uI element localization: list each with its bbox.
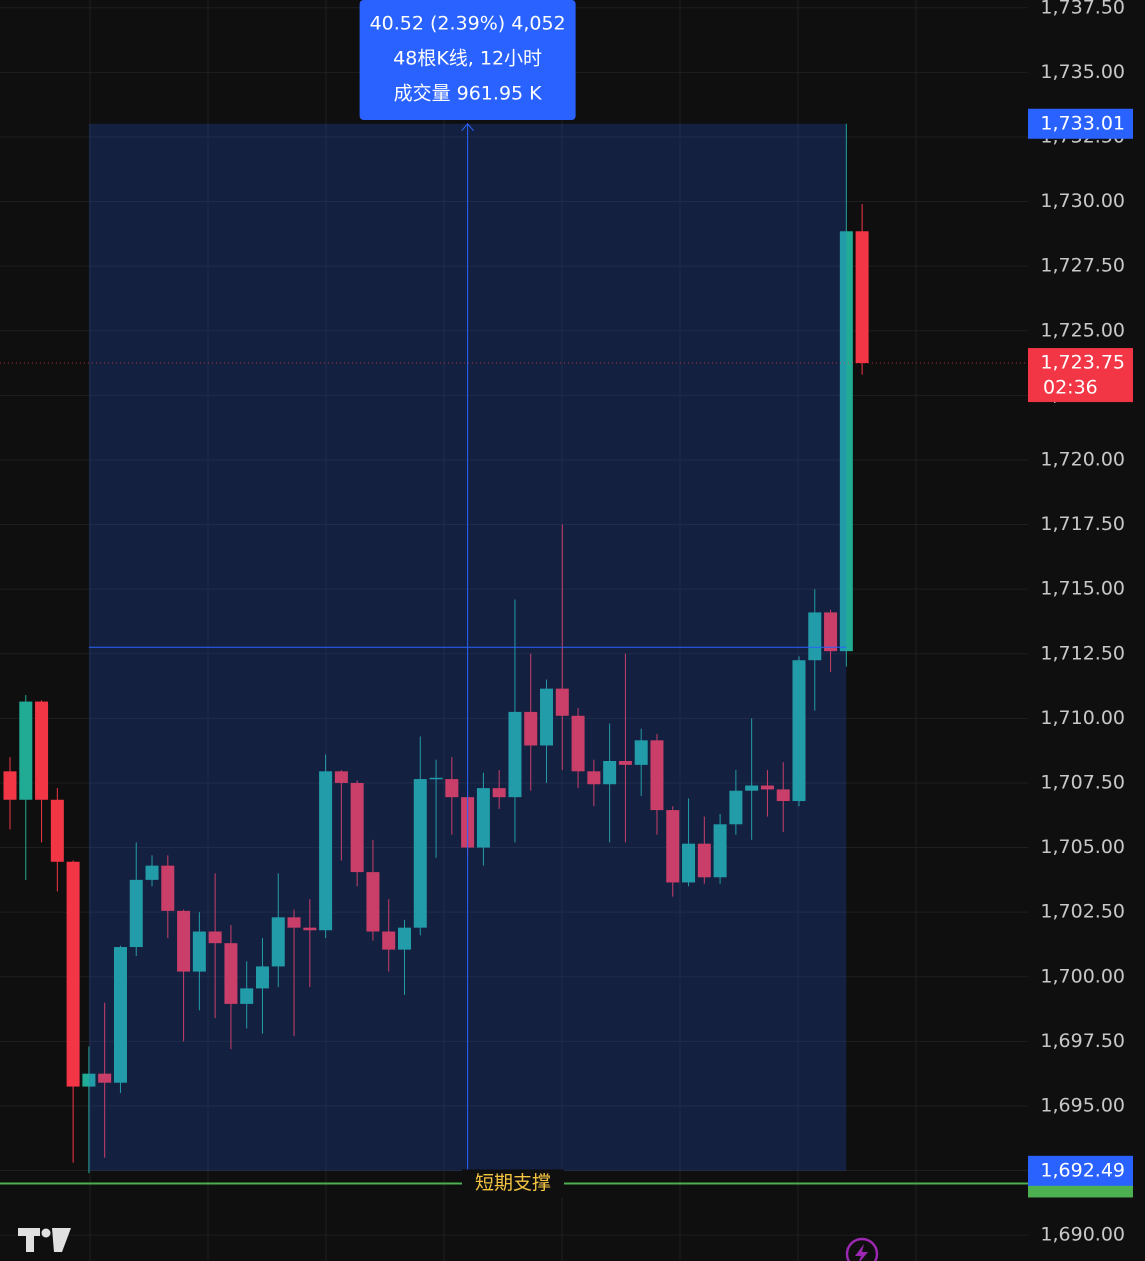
candle-body [192,931,206,972]
candle-body [271,917,285,967]
y-tick-label: 1,700.00 [1040,965,1125,987]
candle-body [476,788,490,848]
candle-body [19,701,33,800]
candle-body [208,931,222,944]
price-axis: 1,690.001,692.501,695.001,697.501,700.00… [1028,0,1145,1261]
candle-body [82,1073,96,1087]
measure-tooltip-line: 40.52 (2.39%) 4,052 [370,13,566,35]
candle-body [35,701,49,800]
measure-high-tag: 1,733.01 [1040,112,1125,134]
candle-body [382,931,396,950]
candle-body [808,612,822,661]
candle-body [682,843,696,883]
y-tick-label: 1,730.00 [1040,190,1125,212]
candle-body [824,612,838,652]
candles [3,123,869,1174]
candle-body [792,660,806,802]
candle-body [319,771,333,931]
candle-body [745,785,759,791]
candle-body [224,943,238,1004]
y-tick-label: 1,727.50 [1040,255,1125,277]
candle-body [177,910,191,972]
candle-body [508,711,522,798]
candle-body [555,688,569,716]
support-label: 短期支撑 [475,1172,551,1194]
candle-body [303,927,317,931]
measure-tooltip-line: 48根K线, 12小时 [393,48,542,70]
y-tick-label: 1,715.00 [1040,578,1125,600]
axis-panel [1028,0,1145,1261]
candle-body [571,715,585,772]
y-tick-label: 1,707.50 [1040,771,1125,793]
last-price-tag-bg [1028,348,1133,403]
candle-body [492,788,506,798]
measure-tooltip-line: 成交量 961.95 K [394,83,543,105]
candle-body [129,879,143,948]
last-price-tag: 1,723.75 [1040,352,1125,374]
candle-body [366,872,380,932]
y-tick-label: 1,695.00 [1040,1094,1125,1116]
y-tick-label: 1,712.50 [1040,642,1125,664]
candle-body [776,789,790,802]
candle-body [713,824,727,878]
y-tick-label: 1,737.50 [1040,0,1125,18]
candle-body [240,988,254,1004]
y-tick-label: 1,725.00 [1040,319,1125,341]
candle-body [524,711,538,746]
y-tick-label: 1,697.50 [1040,1030,1125,1052]
candle-body [113,947,127,1083]
candle-body [287,917,301,928]
y-tick-label: 1,717.50 [1040,513,1125,535]
y-tick-label: 1,735.00 [1040,61,1125,83]
candle-body [350,782,364,873]
candle-body [760,785,774,790]
candle-body [634,740,648,765]
candle-body [398,927,411,950]
candle-body [855,231,869,364]
candle-body [729,790,743,825]
candle-body [587,771,601,785]
candle-body [255,966,269,989]
measure-arrow [461,123,474,132]
logo [18,1228,71,1252]
candle-body [98,1073,112,1083]
y-tick-label: 1,705.00 [1040,836,1125,858]
candle-body [429,777,443,780]
candle-body [839,231,853,652]
countdown: 02:36 [1043,377,1098,399]
support-label-bg [462,1169,564,1198]
candle-body [540,688,554,746]
lightning-icon[interactable] [845,1237,879,1261]
y-tick-label: 1,702.50 [1040,901,1125,923]
candle-body [66,861,80,1087]
measure-high-tag-bg [1028,108,1133,139]
candle-body [603,760,617,785]
measure-low-tag-bg [1028,1155,1133,1186]
candle-body [334,771,348,783]
candle-body [145,865,159,880]
candle-body [3,771,17,800]
candle-body [666,810,680,883]
measure-low-tag: 1,692.49 [1040,1159,1125,1181]
measure-tooltip [359,0,576,120]
candle-body [618,760,632,765]
grid [0,0,1035,1261]
candle-body [413,779,427,928]
y-tick-label: 1,710.00 [1040,707,1125,729]
candle-body [50,799,64,862]
candle-body [697,843,711,878]
candle-body [161,865,175,911]
candle-body [445,779,459,798]
y-tick-label: 1,690.00 [1040,1224,1125,1246]
candle-body [650,740,664,811]
y-tick-label: 1,720.00 [1040,448,1125,470]
